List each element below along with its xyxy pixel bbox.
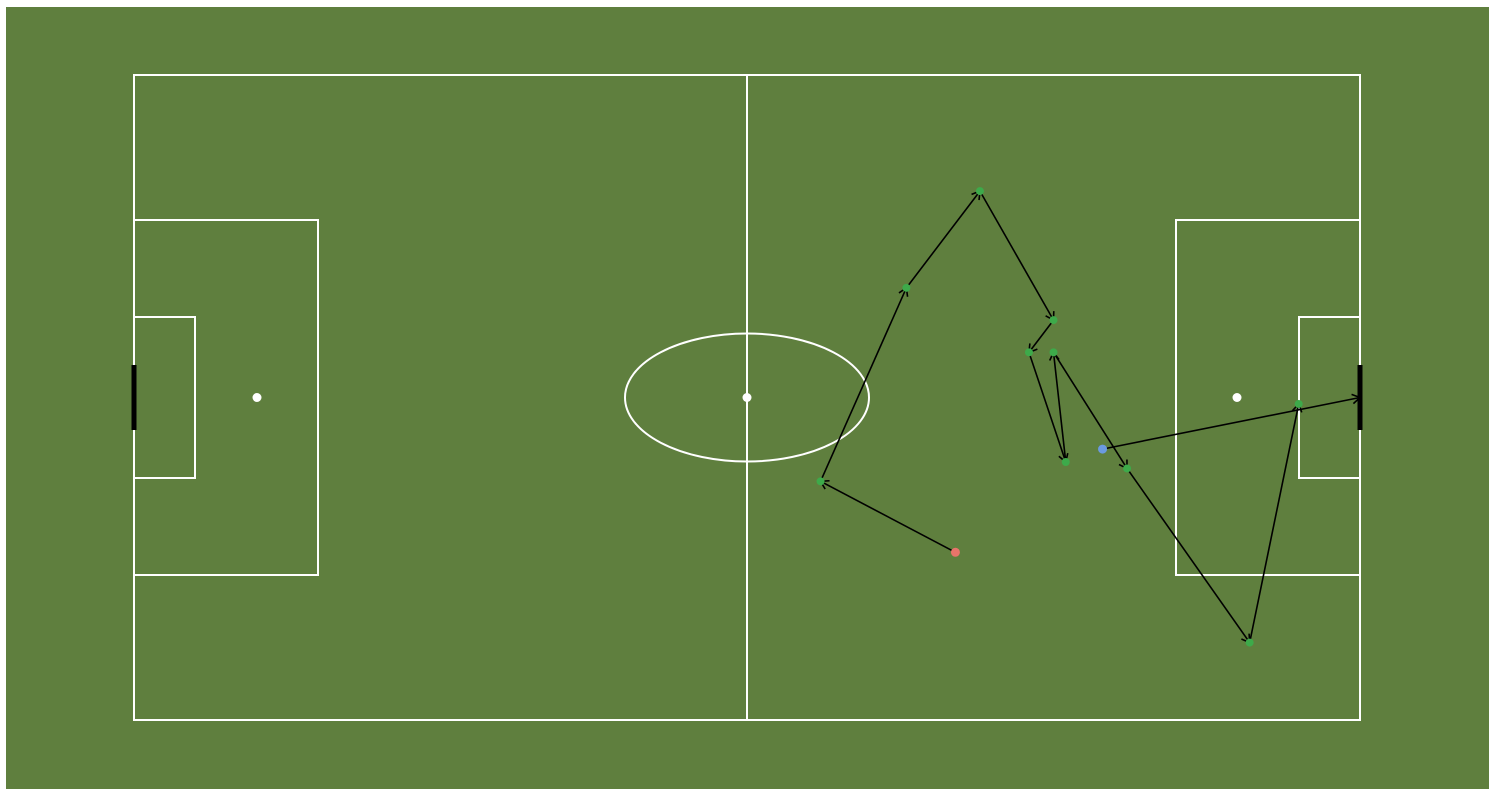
pass-point [902, 283, 911, 292]
pass-point [1294, 399, 1303, 408]
arrow-line [1052, 352, 1067, 463]
event-points [816, 187, 1303, 647]
left-penalty-spot [252, 393, 262, 402]
pass-point [1245, 638, 1254, 647]
arrow-line [1102, 396, 1361, 450]
shot-origin-point [1098, 444, 1108, 454]
start-point [950, 547, 960, 557]
movement-arrows [819, 189, 1362, 644]
right-penalty-spot [1232, 393, 1242, 402]
pass-point [1123, 464, 1132, 473]
arrow-line [1028, 319, 1055, 353]
shot-arrow-11 [1102, 393, 1362, 450]
arrow-line [1052, 351, 1128, 469]
pass-point [816, 477, 825, 486]
arrow-line [1126, 467, 1251, 644]
arrow-head [1351, 393, 1362, 405]
pitch-markings [131, 74, 1363, 721]
arrow-line [819, 287, 908, 482]
pass-point [1061, 458, 1070, 466]
arrow-line [979, 190, 1055, 321]
center-circle [624, 332, 870, 463]
arrow-line [1248, 403, 1300, 643]
pass-point [1024, 348, 1033, 357]
pass-point [975, 187, 984, 196]
center-spot [742, 393, 752, 402]
arrow-line [905, 190, 981, 289]
arrow-line [820, 480, 956, 554]
pass-point [1049, 348, 1058, 357]
pass-point [1049, 316, 1058, 325]
arrow-line [1028, 352, 1067, 463]
